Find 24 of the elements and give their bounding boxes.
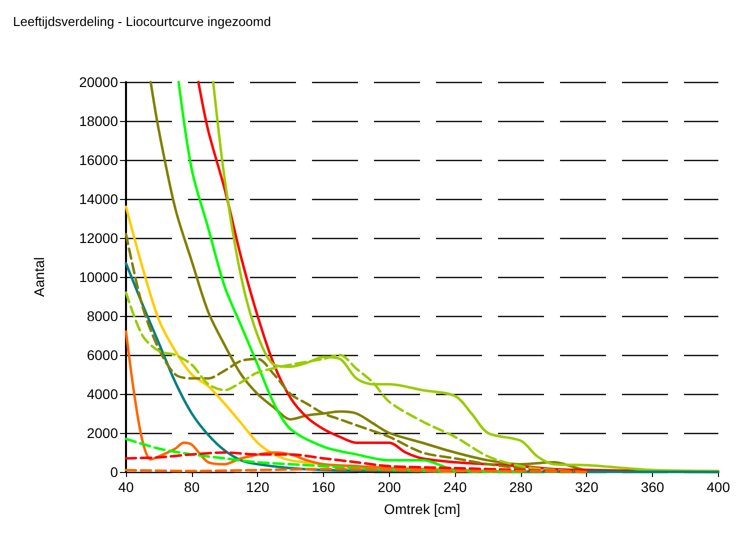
y-tick-label: 20000 [79,74,118,90]
x-axis-title: Omtrek [cm] [384,501,460,517]
y-tick-label: 2000 [86,425,118,441]
y-tick-label: 8000 [86,308,118,324]
x-tick-label: 80 [184,479,200,495]
y-tick-label: 6000 [86,347,118,363]
y-tick-label: 0 [110,464,118,480]
x-tick-label: 40 [118,479,134,495]
y-tick-label: 18000 [79,113,118,129]
chart-title: Leeftijdsverdeling - Liocourtcurve ingezoomd [13,14,271,29]
x-tick-label: 400 [706,479,730,495]
y-tick-label: 12000 [79,230,118,246]
y-tick-label: 10000 [79,269,118,285]
y-tick-label: 4000 [86,386,118,402]
y-tick-label: 14000 [79,191,118,207]
x-tick-label: 200 [378,479,402,495]
x-tick-label: 360 [640,479,664,495]
x-tick-label: 280 [509,479,533,495]
y-tick-label: 16000 [79,152,118,168]
x-tick-label: 120 [246,479,270,495]
x-tick-label: 240 [443,479,467,495]
y-axis-title: Aantal [31,257,47,297]
x-tick-label: 320 [575,479,599,495]
x-tick-label: 160 [312,479,336,495]
